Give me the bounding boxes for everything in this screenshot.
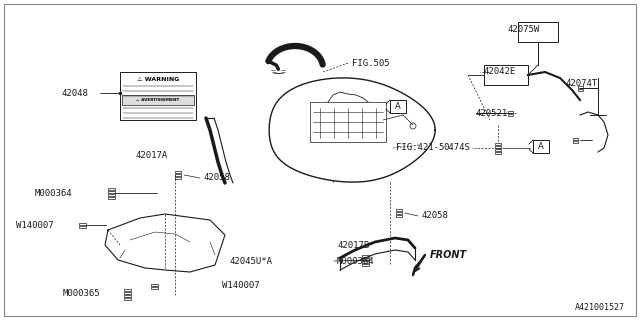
- Bar: [122, 95, 194, 105]
- Bar: [577, 85, 582, 87]
- Bar: [310, 102, 386, 142]
- Bar: [495, 151, 501, 154]
- Text: FIG.505: FIG.505: [352, 59, 390, 68]
- Text: FIG.421-5: FIG.421-5: [396, 143, 444, 153]
- Bar: [108, 196, 115, 198]
- Bar: [495, 142, 501, 145]
- Bar: [518, 22, 558, 42]
- Bar: [120, 72, 196, 120]
- Text: A: A: [395, 102, 401, 111]
- Bar: [108, 188, 115, 189]
- Text: 42058: 42058: [421, 212, 448, 220]
- Text: A: A: [538, 142, 544, 151]
- Text: ⚠ AVERTISSEMENT: ⚠ AVERTISSEMENT: [136, 98, 180, 102]
- Bar: [390, 100, 406, 113]
- Bar: [573, 140, 577, 142]
- Bar: [362, 260, 369, 262]
- Bar: [362, 258, 369, 260]
- Bar: [508, 110, 513, 113]
- Bar: [362, 263, 369, 266]
- Bar: [124, 292, 131, 293]
- Text: 42017A: 42017A: [136, 150, 168, 159]
- Text: 42058: 42058: [204, 173, 231, 182]
- Bar: [508, 114, 513, 116]
- Text: 0474S: 0474S: [443, 143, 470, 153]
- Bar: [124, 289, 131, 291]
- Text: W140007: W140007: [222, 282, 260, 291]
- Bar: [484, 65, 528, 85]
- Bar: [108, 190, 115, 193]
- Text: M000364: M000364: [35, 188, 72, 197]
- Bar: [396, 212, 402, 214]
- Text: 42075W: 42075W: [508, 26, 540, 35]
- Bar: [175, 177, 181, 179]
- Bar: [79, 222, 86, 225]
- Bar: [533, 140, 549, 153]
- Bar: [108, 194, 115, 196]
- Text: W140007: W140007: [17, 220, 54, 229]
- Bar: [573, 138, 577, 140]
- Bar: [577, 89, 582, 91]
- Text: 42074T: 42074T: [565, 79, 597, 89]
- Bar: [124, 298, 131, 300]
- Bar: [79, 226, 86, 228]
- Text: M000364: M000364: [337, 257, 374, 266]
- Bar: [396, 209, 402, 211]
- Text: ⚠ WARNING: ⚠ WARNING: [137, 77, 179, 82]
- Bar: [150, 284, 157, 285]
- Text: 42042E: 42042E: [483, 68, 515, 76]
- Text: M000365: M000365: [62, 290, 100, 299]
- Bar: [175, 171, 181, 173]
- Bar: [495, 148, 501, 150]
- Text: 42048: 42048: [61, 89, 88, 98]
- Bar: [396, 215, 402, 217]
- Bar: [495, 146, 501, 148]
- Bar: [150, 286, 157, 289]
- Text: 420521: 420521: [476, 108, 508, 117]
- Bar: [362, 254, 369, 257]
- Text: FRONT: FRONT: [430, 250, 467, 260]
- Text: 42017B: 42017B: [337, 241, 369, 250]
- Text: A421001527: A421001527: [575, 303, 625, 313]
- Bar: [175, 174, 181, 176]
- Bar: [124, 294, 131, 297]
- Text: 42045U*A: 42045U*A: [230, 257, 273, 266]
